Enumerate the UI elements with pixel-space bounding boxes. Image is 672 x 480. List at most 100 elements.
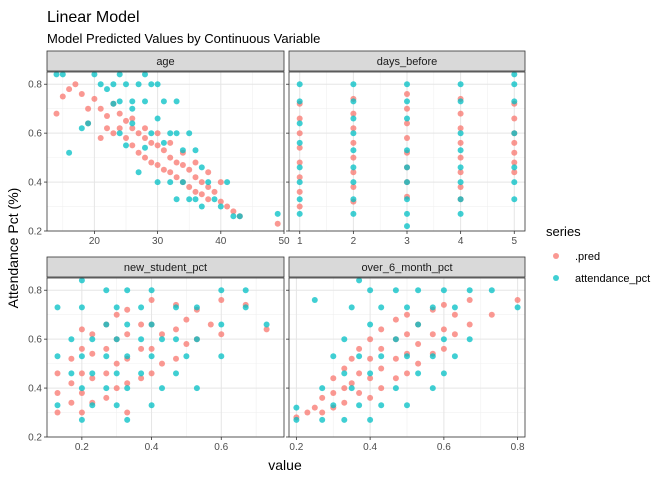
point-pred: [429, 331, 436, 338]
data-points: [54, 277, 270, 423]
point-attendance-pct: [350, 98, 357, 105]
panel-border: [46, 277, 285, 438]
point-pred: [148, 159, 155, 166]
point-attendance-pct: [457, 98, 464, 105]
point-pred: [217, 179, 224, 186]
point-attendance-pct: [451, 304, 458, 311]
point-attendance-pct: [511, 98, 518, 105]
chart-subtitle: Model Predicted Values by Continuous Var…: [47, 31, 320, 46]
point-attendance-pct: [457, 164, 464, 171]
point-attendance-pct: [457, 196, 464, 203]
point-pred: [207, 321, 214, 328]
point-pred: [173, 355, 179, 362]
point-pred: [511, 169, 518, 176]
point-pred: [78, 370, 85, 377]
point-attendance-pct: [341, 336, 348, 343]
point-pred: [116, 125, 123, 132]
point-attendance-pct: [142, 98, 148, 105]
point-attendance-pct: [167, 179, 174, 186]
point-pred: [217, 198, 224, 205]
legend: series .pred attendance_pct: [546, 224, 650, 285]
point-pred: [148, 297, 155, 303]
point-pred: [142, 125, 148, 132]
point-pred: [167, 139, 174, 146]
point-pred: [97, 135, 104, 141]
point-attendance-pct: [173, 98, 180, 105]
legend-label: .pred: [575, 251, 600, 263]
point-attendance-pct: [186, 130, 193, 137]
point-attendance-pct: [135, 81, 142, 88]
x-tick-label: 1: [297, 236, 303, 247]
point-attendance-pct: [404, 147, 410, 154]
point-attendance-pct: [488, 287, 495, 294]
point-attendance-pct: [110, 100, 117, 107]
point-pred: [186, 166, 193, 173]
point-attendance-pct: [116, 130, 123, 137]
point-attendance-pct: [296, 81, 303, 88]
y-tick-label: 0.4: [28, 384, 42, 395]
point-pred: [466, 321, 473, 328]
point-attendance-pct: [296, 139, 303, 146]
x-tick-label: 0.2: [289, 442, 303, 453]
y-axis-ticks: [286, 83, 289, 232]
point-attendance-pct: [192, 147, 199, 154]
point-pred: [274, 220, 281, 227]
point-pred: [350, 110, 357, 117]
y-tick-label: 0.6: [28, 129, 42, 140]
point-attendance-pct: [311, 297, 318, 303]
point-pred: [440, 345, 447, 352]
point-pred: [192, 159, 199, 166]
point-pred: [350, 169, 357, 176]
point-attendance-pct: [173, 196, 180, 203]
point-attendance-pct: [440, 370, 447, 377]
point-pred: [356, 370, 363, 377]
point-attendance-pct: [466, 287, 473, 294]
point-attendance-pct: [330, 402, 337, 409]
point-attendance-pct: [296, 98, 303, 105]
point-pred: [124, 380, 131, 387]
point-attendance-pct: [138, 304, 145, 311]
point-attendance-pct: [68, 336, 75, 343]
point-pred: [296, 144, 303, 151]
point-pred: [211, 188, 218, 195]
point-attendance-pct: [183, 353, 190, 360]
point-attendance-pct: [457, 81, 464, 88]
point-attendance-pct: [116, 71, 123, 78]
point-attendance-pct: [350, 179, 357, 186]
point-pred: [378, 385, 385, 392]
point-pred: [350, 125, 357, 132]
facet-strip-label: age: [156, 56, 174, 68]
point-pred: [378, 326, 385, 333]
point-attendance-pct: [129, 120, 136, 127]
point-pred: [135, 130, 142, 137]
point-attendance-pct: [350, 130, 357, 137]
legend-label: attendance_pct: [575, 273, 650, 285]
x-axis-title: value: [268, 457, 302, 473]
data-points: [293, 277, 521, 423]
legend-item: .pred: [553, 251, 600, 263]
point-pred: [148, 345, 155, 352]
point-pred: [367, 375, 374, 382]
point-pred: [103, 370, 110, 377]
point-attendance-pct: [440, 287, 447, 294]
point-attendance-pct: [217, 203, 224, 210]
point-attendance-pct: [218, 287, 225, 294]
point-pred: [159, 360, 165, 367]
y-tick-label: 0.6: [28, 335, 42, 346]
point-pred: [160, 166, 167, 173]
point-attendance-pct: [179, 147, 186, 154]
point-pred: [192, 174, 199, 181]
point-attendance-pct: [404, 115, 410, 122]
point-pred: [91, 95, 98, 102]
point-attendance-pct: [154, 179, 161, 186]
point-pred: [341, 365, 348, 372]
point-pred: [124, 331, 131, 338]
point-pred: [341, 385, 348, 392]
point-pred: [103, 345, 110, 352]
facet-strip-label: days_before: [377, 56, 438, 68]
point-attendance-pct: [404, 402, 410, 409]
x-tick-label: 0.4: [145, 442, 159, 453]
point-attendance-pct: [319, 385, 326, 392]
point-attendance-pct: [319, 416, 326, 423]
x-tick-label: 30: [152, 236, 164, 247]
